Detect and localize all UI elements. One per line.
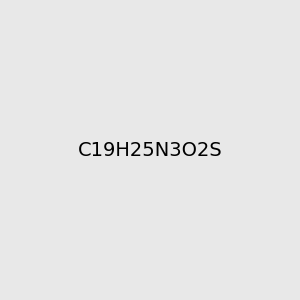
Text: C19H25N3O2S: C19H25N3O2S (78, 140, 222, 160)
